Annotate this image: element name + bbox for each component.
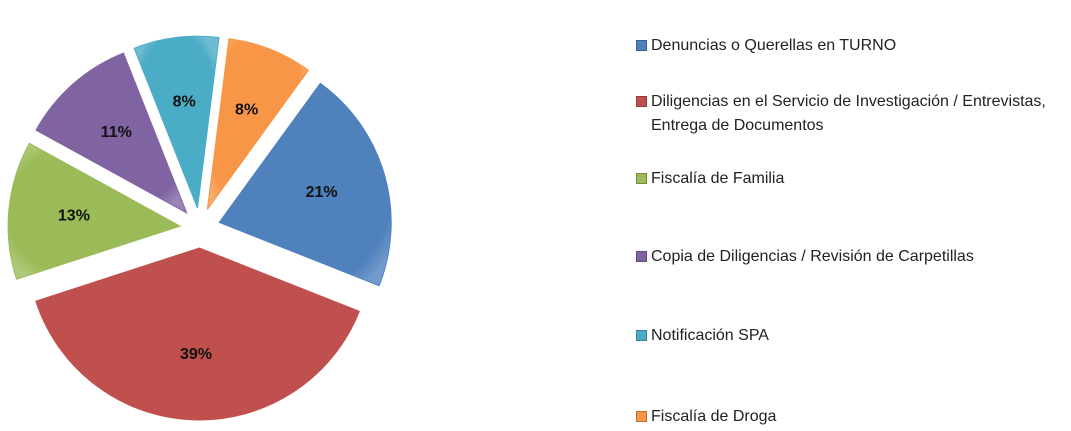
- data-label: 8%: [235, 101, 258, 118]
- legend-label: Copia de Diligencias / Revisión de Carpe…: [651, 248, 974, 265]
- legend-swatch: [636, 40, 647, 51]
- legend-item: Copia de Diligencias / Revisión de Carpe…: [636, 245, 1051, 269]
- legend-swatch: [636, 251, 647, 262]
- data-label: 8%: [173, 94, 196, 111]
- legend-item: Fiscalía de Familia: [636, 167, 1051, 191]
- pie-slice: [7, 142, 182, 280]
- legend-item: Notificación SPA: [636, 324, 1051, 348]
- pie: 21% 39% 13% 11% 8% 8%: [7, 35, 392, 421]
- pie-slice: [35, 52, 188, 215]
- data-label: 21%: [306, 184, 338, 201]
- legend-item: Denuncias o Querellas en TURNO: [636, 34, 1051, 58]
- legend-swatch: [636, 330, 647, 341]
- legend-label: Diligencias en el Servicio de Investigac…: [651, 93, 1046, 134]
- pie-slice: [133, 35, 220, 209]
- data-label: 39%: [180, 346, 212, 363]
- data-label: 13%: [58, 207, 90, 224]
- legend-item: Diligencias en el Servicio de Investigac…: [636, 90, 1051, 138]
- legend-label: Denuncias o Querellas en TURNO: [651, 37, 897, 54]
- legend-swatch: [636, 96, 647, 107]
- pie-slice: [206, 38, 310, 210]
- legend-label: Fiscalía de Droga: [651, 408, 777, 425]
- legend-label: Notificación SPA: [651, 327, 769, 344]
- legend-swatch: [636, 173, 647, 184]
- pie-slice: [35, 247, 360, 421]
- legend-swatch: [636, 411, 647, 422]
- pie-slice: [218, 82, 392, 287]
- legend-label: Fiscalía de Familia: [651, 170, 785, 187]
- legend-item: Fiscalía de Droga: [636, 405, 1051, 429]
- data-label: 11%: [101, 124, 132, 141]
